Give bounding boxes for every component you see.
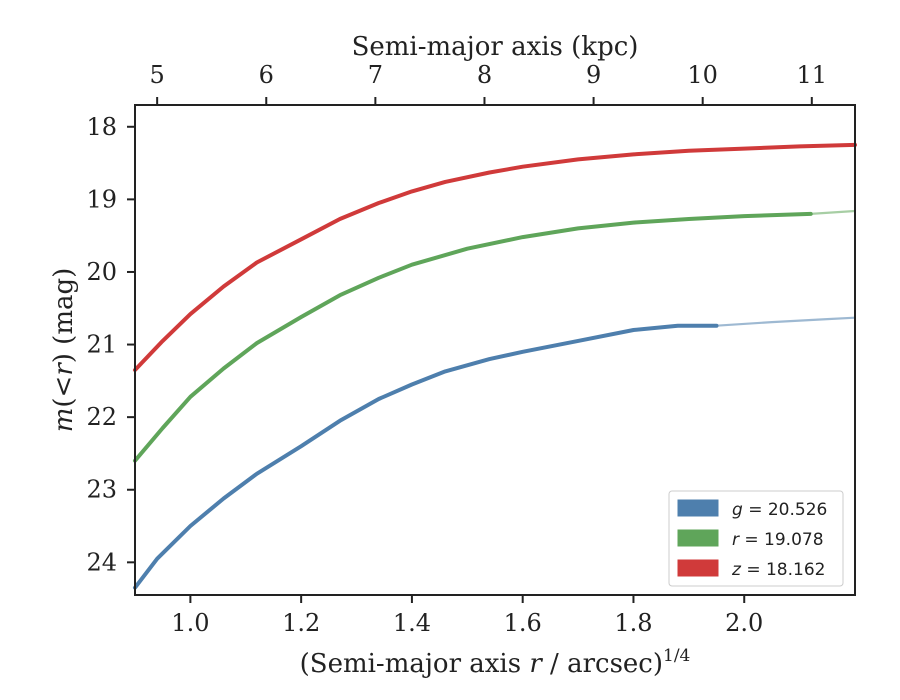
y-tick-label: 19 <box>86 185 117 213</box>
top-x-tick-label: 5 <box>150 61 165 89</box>
y-axis-title-var: m <box>49 408 79 433</box>
y-axis-title-var2: r <box>49 362 79 376</box>
top-x-tick-label: 8 <box>477 61 492 89</box>
top-x-tick-label: 7 <box>368 61 383 89</box>
legend-swatch-r <box>677 529 719 547</box>
x-axis-title: (Semi-major axis r / arcsec)1/4 <box>300 646 691 679</box>
legend-band: g <box>732 500 743 520</box>
x-axis-title-var: r <box>529 649 543 679</box>
legend-label-z: z = 18.162 <box>731 560 825 580</box>
legend-band: z <box>731 560 742 580</box>
legend-label-r: r = 19.078 <box>732 530 824 550</box>
series-extension-g <box>716 316 856 327</box>
legend-value: = 20.526 <box>743 500 828 520</box>
y-tick-label: 21 <box>86 331 117 359</box>
plot-frame <box>134 104 856 596</box>
x-tick-label: 1.2 <box>282 609 320 637</box>
y-tick-label: 24 <box>86 548 117 576</box>
series-line-r <box>133 211 813 463</box>
y-tick-label: 22 <box>86 403 117 431</box>
legend-band: r <box>732 530 740 550</box>
legend-label-g: g = 20.526 <box>732 500 827 520</box>
x-tick-label: 2.0 <box>725 609 763 637</box>
legend-value: = 18.162 <box>741 560 826 580</box>
x-axis-title-mid: / arcsec) <box>542 649 663 679</box>
y-tick-label: 23 <box>86 476 117 504</box>
top-x-axis-title: Semi-major axis (kpc) <box>352 32 639 62</box>
legend-swatch-z <box>677 559 719 577</box>
top-x-tick-label: 10 <box>687 61 718 89</box>
y-tick-label: 20 <box>86 258 117 286</box>
top-x-tick-label: 11 <box>797 61 828 89</box>
y-axis-title-mid: (< <box>49 376 79 408</box>
y-axis-title: m(<r) (mag) <box>49 268 79 433</box>
x-axis-title-sup: 1/4 <box>663 646 690 666</box>
x-tick-label: 1.4 <box>393 609 431 637</box>
top-x-tick-label: 9 <box>586 61 601 89</box>
series-line-g <box>133 323 719 590</box>
ticks-layer: 1.0 1.2 1.4 1.6 1.8 2.0 18 19 20 21 22 23 24 5 6 7 8 9 10 1… <box>86 61 827 637</box>
legend-value: = 19.078 <box>739 530 824 550</box>
x-tick-label: 1.0 <box>171 609 209 637</box>
x-axis-title-pre: (Semi-major axis <box>300 649 530 679</box>
top-x-tick-label: 6 <box>259 61 274 89</box>
series-layer <box>133 142 857 590</box>
series-extension-r <box>810 209 856 215</box>
y-tick-label: 18 <box>86 113 117 141</box>
legend-swatch-g <box>677 499 719 517</box>
x-tick-label: 1.8 <box>614 609 652 637</box>
series-line-z <box>133 142 857 372</box>
y-axis-title-post: ) (mag) <box>49 268 79 364</box>
x-tick-label: 1.6 <box>504 609 542 637</box>
